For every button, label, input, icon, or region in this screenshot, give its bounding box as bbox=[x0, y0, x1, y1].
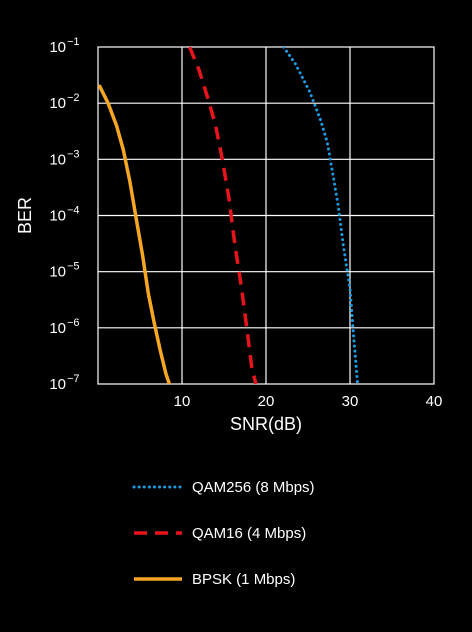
series-line-0 bbox=[282, 47, 360, 384]
y-tick-label: 10 −3 bbox=[49, 148, 79, 168]
y-tick-label: 10 −4 bbox=[49, 205, 79, 225]
legend-label: BPSK (1 Mbps) bbox=[192, 571, 295, 588]
x-tick-label: 20 bbox=[258, 393, 275, 410]
y-tick-exponent: −4 bbox=[67, 205, 80, 217]
legend-label: QAM256 (8 Mbps) bbox=[192, 479, 315, 496]
y-tick-exponent: −6 bbox=[67, 317, 80, 329]
plot-frame bbox=[97, 46, 435, 385]
y-tick-exponent: −1 bbox=[67, 36, 80, 48]
legend-item: QAM16 (4 Mbps) bbox=[134, 525, 306, 542]
x-tick-label: 30 bbox=[342, 393, 359, 410]
y-tick-base: 10 bbox=[49, 95, 66, 112]
x-tick-label: 10 bbox=[174, 393, 191, 410]
y-tick-base: 10 bbox=[49, 376, 66, 393]
y-tick-exponent: −3 bbox=[67, 148, 80, 160]
x-axis-title: SNR(dB) bbox=[230, 414, 302, 434]
y-tick-exponent: −7 bbox=[67, 373, 80, 385]
legend-label: QAM16 (4 Mbps) bbox=[192, 525, 306, 542]
y-axis-ticks: 10−110−210−310−410−510−610−7 bbox=[49, 36, 79, 393]
y-tick-label: 10 −5 bbox=[49, 261, 79, 281]
y-tick-base: 10 bbox=[49, 208, 66, 225]
y-tick-base: 10 bbox=[49, 39, 66, 56]
y-tick-label: 10 −6 bbox=[49, 317, 79, 337]
x-axis-ticks: 10 20 30 40 bbox=[174, 393, 443, 410]
y-tick-label: 10 −2 bbox=[49, 92, 79, 112]
y-tick-label: 10 −1 bbox=[49, 36, 79, 56]
y-tick-exponent: −5 bbox=[67, 261, 80, 273]
y-tick-exponent: −2 bbox=[67, 92, 80, 104]
legend-item: QAM256 (8 Mbps) bbox=[132, 479, 315, 496]
legend: QAM256 (8 Mbps) QAM16 (4 Mbps) BPSK (1 Mbp… bbox=[132, 479, 315, 588]
x-tick-label: 40 bbox=[426, 393, 443, 410]
series-line-1 bbox=[187, 47, 258, 384]
y-tick-base: 10 bbox=[49, 264, 66, 281]
y-tick-label: 10 −7 bbox=[49, 373, 79, 393]
y-axis-title: BER bbox=[15, 197, 35, 234]
series-line-2 bbox=[98, 84, 172, 384]
y-tick-base: 10 bbox=[49, 151, 66, 168]
series-lines bbox=[98, 47, 360, 384]
y-tick-base: 10 bbox=[49, 320, 66, 337]
legend-item: BPSK (1 Mbps) bbox=[134, 571, 295, 588]
